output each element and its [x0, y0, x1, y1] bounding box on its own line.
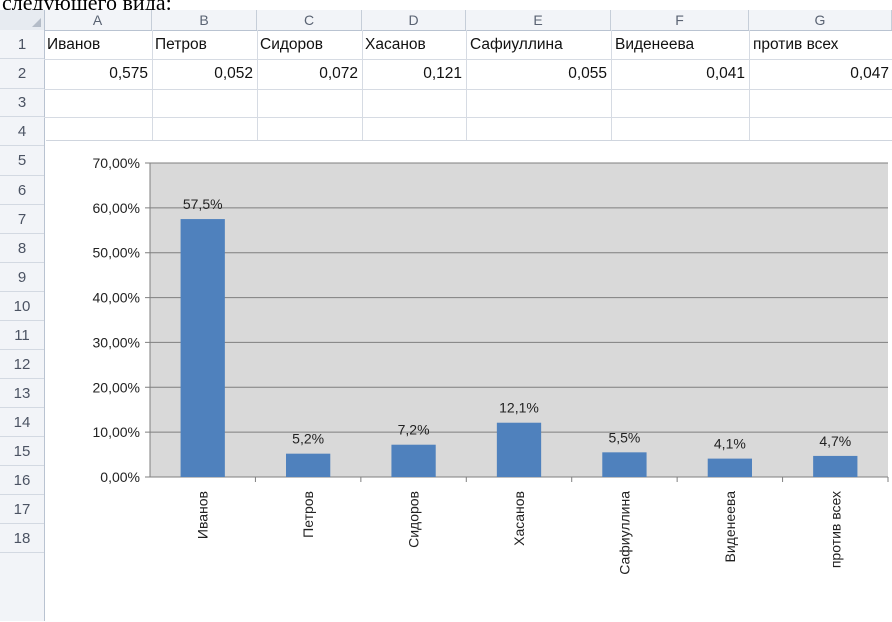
data-label: 57,5%	[183, 196, 223, 212]
data-label: 7,2%	[398, 422, 430, 438]
y-tick-label: 20,00%	[93, 379, 140, 395]
cell-f1[interactable]: Виденеева	[615, 36, 695, 53]
cell-e1[interactable]: Сафиуллина	[470, 36, 563, 53]
column-header-a[interactable]: A	[44, 10, 152, 30]
x-category-label: Хасанов	[511, 491, 527, 546]
cell-a1[interactable]: Иванов	[47, 36, 101, 53]
cell-g1[interactable]: против всех	[753, 36, 839, 53]
bar[interactable]	[496, 422, 542, 477]
cell-d2[interactable]: 0,121	[423, 65, 462, 82]
grid-line	[44, 89, 892, 90]
cell-grid: Иванов Петров Сидоров Хасанов Сафиуллина…	[44, 30, 892, 621]
column-header-f[interactable]: F	[611, 10, 749, 30]
x-category-label: Петров	[300, 491, 316, 538]
column-header-e[interactable]: E	[466, 10, 611, 30]
row-header-11[interactable]: 11	[0, 321, 44, 350]
select-all-corner[interactable]	[0, 10, 45, 30]
bar[interactable]	[813, 455, 858, 477]
bar[interactable]	[391, 444, 436, 477]
grid-line	[44, 59, 892, 60]
data-label: 5,5%	[608, 429, 640, 445]
column-header-c[interactable]: C	[257, 10, 362, 30]
cell-a2[interactable]: 0,575	[109, 65, 148, 82]
caption-text: следующего вида:	[2, 0, 172, 10]
grid-line	[152, 30, 153, 140]
grid-line	[44, 117, 892, 118]
row-header-14[interactable]: 14	[0, 408, 44, 437]
column-header-d[interactable]: D	[362, 10, 466, 30]
data-label: 12,1%	[499, 400, 539, 416]
x-category-label: Виденеева	[722, 491, 738, 563]
cell-c1[interactable]: Сидоров	[260, 36, 323, 53]
data-label: 4,1%	[714, 436, 746, 452]
y-tick-label: 60,00%	[93, 200, 140, 216]
grid-line	[749, 30, 750, 140]
row-header-bar: 1 2 3 4 5 6 7 8 9 10 11 12 13 14 15 16 1…	[0, 30, 45, 621]
grid-line	[466, 30, 467, 140]
cell-c2[interactable]: 0,072	[319, 65, 358, 82]
cell-g2[interactable]: 0,047	[850, 65, 889, 82]
chart-canvas: 57,5% 5,2% 7,2% 12,1% 5,5% 4,1% 4,7% 0,00% 10,0…	[93, 155, 889, 575]
row-header-15[interactable]: 15	[0, 437, 44, 466]
row-header-5[interactable]: 5	[0, 146, 44, 176]
y-tick-label: 0,00%	[100, 469, 140, 485]
cell-b1[interactable]: Петров	[155, 36, 207, 53]
grid-line	[257, 30, 258, 140]
y-axis-ticks: 0,00% 10,00% 20,00% 30,00% 40,00% 50,00% 60,00…	[93, 155, 140, 485]
cell-e2[interactable]: 0,055	[568, 65, 607, 82]
row-header-17[interactable]: 17	[0, 495, 44, 524]
bars	[180, 219, 858, 478]
bar[interactable]	[180, 219, 225, 478]
x-category-label: против всех	[827, 491, 843, 568]
x-category-label: Сафиуллина	[616, 491, 632, 575]
cell-d1[interactable]: Хасанов	[365, 36, 426, 53]
data-labels: 57,5% 5,2% 7,2% 12,1% 5,5% 4,1% 4,7%	[183, 196, 851, 452]
row-header-4[interactable]: 4	[0, 117, 44, 146]
cell-f2[interactable]: 0,041	[706, 65, 745, 82]
y-tick-label: 10,00%	[93, 424, 140, 440]
x-category-label: Иванов	[195, 491, 211, 539]
column-header-bar: A B C D E F G	[0, 10, 892, 31]
row-header-2[interactable]: 2	[0, 59, 44, 89]
row-header-10[interactable]: 10	[0, 292, 44, 321]
cell-b2[interactable]: 0,052	[214, 65, 253, 82]
y-tick-label: 30,00%	[93, 334, 140, 350]
bar-chart[interactable]: 57,5% 5,2% 7,2% 12,1% 5,5% 4,1% 4,7% 0,00% 10,0…	[46, 140, 892, 622]
bar[interactable]	[707, 458, 752, 477]
row-header-9[interactable]: 9	[0, 263, 44, 292]
row-header-13[interactable]: 13	[0, 379, 44, 408]
y-tick-label: 40,00%	[93, 290, 140, 306]
data-label: 4,7%	[819, 433, 851, 449]
y-tick-label: 50,00%	[93, 245, 140, 261]
row-header-18[interactable]: 18	[0, 524, 44, 553]
row-header-16[interactable]: 16	[0, 466, 44, 495]
x-category-label: Сидоров	[406, 491, 422, 548]
bar[interactable]	[602, 452, 647, 477]
x-axis-categories: Иванов Петров Сидоров Хасанов Сафиуллина Виде…	[195, 491, 844, 575]
row-header-1[interactable]: 1	[0, 30, 44, 59]
column-header-b[interactable]: B	[152, 10, 257, 30]
column-header-g[interactable]: G	[749, 10, 892, 30]
row-header-6[interactable]: 6	[0, 176, 44, 205]
data-label: 5,2%	[292, 431, 324, 447]
row-header-8[interactable]: 8	[0, 234, 44, 263]
grid-line	[362, 30, 363, 140]
y-tick-label: 70,00%	[93, 155, 140, 171]
bar[interactable]	[286, 453, 331, 477]
row-header-3[interactable]: 3	[0, 89, 44, 117]
row-header-12[interactable]: 12	[0, 350, 44, 379]
grid-line	[611, 30, 612, 140]
row-header-7[interactable]: 7	[0, 205, 44, 234]
